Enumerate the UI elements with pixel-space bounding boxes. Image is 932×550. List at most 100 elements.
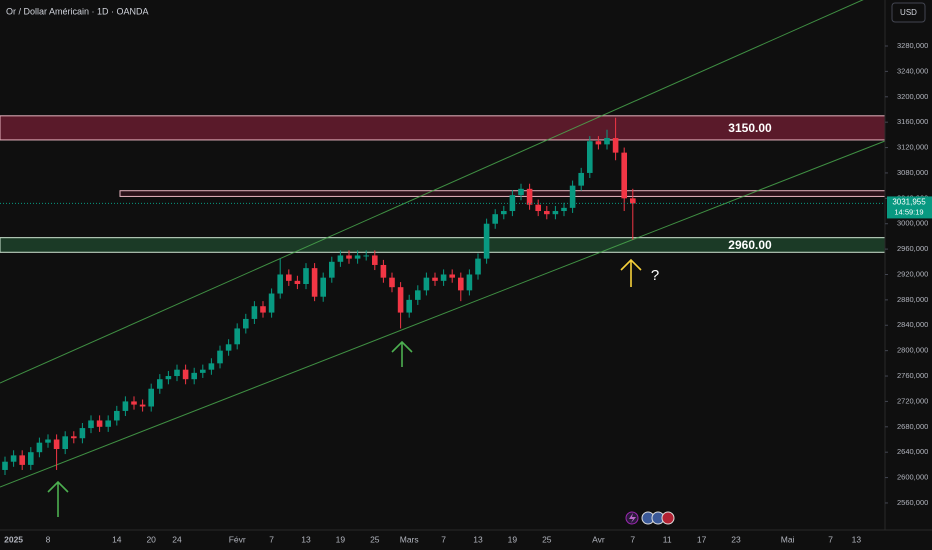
annotation: ? — [651, 267, 659, 284]
candle-body — [389, 277, 395, 288]
x-tick-label: 17 — [697, 534, 707, 544]
y-tick-label: 2640,000 — [897, 447, 928, 456]
candle-body — [423, 277, 430, 291]
candle-body — [621, 152, 627, 199]
candle-body — [630, 198, 636, 204]
y-tick-label: 2800,000 — [897, 346, 928, 355]
y-tick-label: 3160,000 — [897, 117, 928, 126]
candle-body — [440, 274, 447, 281]
event-icon[interactable] — [661, 511, 675, 525]
candle-body — [268, 293, 275, 313]
x-tick-label: 19 — [336, 534, 346, 544]
candle-body — [157, 379, 163, 389]
candle-body — [415, 290, 421, 300]
y-tick-label: 3080,000 — [897, 168, 928, 177]
candle-body — [320, 277, 326, 297]
candle-body — [569, 185, 576, 208]
candle-body — [518, 188, 524, 196]
candle-body — [19, 455, 25, 465]
candle-body — [458, 277, 464, 291]
candle-body — [311, 268, 318, 297]
candle-body — [561, 207, 567, 212]
y-tick-label: 3240,000 — [897, 66, 928, 75]
y-tick-label: 2600,000 — [897, 473, 928, 482]
last-price-timer: 14:59:19 — [894, 207, 923, 216]
candle-body — [612, 138, 619, 153]
candle-body — [595, 141, 602, 145]
last-price-label: 3031,955 — [892, 198, 926, 207]
x-tick-label: 14 — [112, 534, 122, 544]
candle-body — [372, 255, 378, 265]
y-tick-label: 2680,000 — [897, 422, 928, 431]
channel-upper — [0, 0, 864, 384]
candle-body — [509, 195, 516, 212]
candle-body — [71, 436, 77, 439]
candle-body — [535, 204, 541, 212]
candle-body — [200, 369, 206, 373]
y-tick-label: 3280,000 — [897, 41, 928, 50]
candle-body — [62, 436, 68, 450]
candle-body — [28, 452, 34, 465]
candle-body — [475, 258, 481, 275]
candle-body — [208, 363, 215, 370]
currency: USD — [900, 8, 917, 17]
candle-body — [526, 188, 533, 205]
x-tick-label: Mai — [781, 534, 795, 544]
candle-body — [234, 328, 240, 345]
candle-body — [406, 299, 412, 313]
candle-body — [578, 172, 584, 186]
candle-body — [544, 211, 550, 215]
x-tick-label: 11 — [663, 534, 672, 544]
y-tick-label: 3120,000 — [897, 143, 928, 152]
candle-body — [148, 388, 154, 407]
candle-body — [466, 274, 473, 291]
x-tick-label: 13 — [852, 534, 862, 544]
candle-body — [182, 369, 189, 380]
y-tick-label: 3200,000 — [897, 92, 928, 101]
candle-body — [243, 318, 249, 329]
candle-body — [363, 255, 369, 257]
candle-body — [10, 455, 17, 462]
candle-body — [346, 255, 352, 259]
x-tick-label: 25 — [542, 534, 552, 544]
x-tick-label: 25 — [370, 534, 380, 544]
candles — [2, 117, 636, 476]
candle-body — [174, 369, 180, 377]
candle-body — [88, 420, 94, 429]
y-tick-label: 2880,000 — [897, 295, 928, 304]
candle-body — [105, 420, 111, 427]
candle-body — [303, 268, 309, 285]
x-tick-label: 13 — [301, 534, 311, 544]
arrow-up — [620, 258, 642, 287]
candle-body — [492, 214, 498, 224]
zone-label: 2960.00 — [728, 238, 772, 252]
y-tick-label: 3000,000 — [897, 219, 928, 228]
x-tick-label: 19 — [508, 534, 518, 544]
candle-body — [191, 372, 197, 380]
y-tick-label: 2760,000 — [897, 371, 928, 380]
candle-body — [483, 223, 490, 259]
candle-body — [329, 261, 335, 278]
candle-body — [260, 306, 266, 313]
x-tick-label: 7 — [441, 534, 446, 544]
y-tick-label: 2560,000 — [897, 498, 928, 507]
x-tick-label: Avr — [592, 534, 605, 544]
x-tick-label: 8 — [46, 534, 51, 544]
x-tick-label: Févr — [229, 534, 246, 544]
candle-body — [354, 255, 361, 259]
zone — [119, 190, 886, 197]
event-icons — [625, 511, 675, 525]
candle-body — [604, 138, 610, 145]
candle-body — [587, 141, 593, 173]
candle-body — [337, 255, 344, 262]
arrow-up — [391, 340, 413, 367]
x-tick-label: Mars — [400, 534, 419, 544]
x-tick-label: 23 — [731, 534, 741, 544]
y-tick-label: 2720,000 — [897, 396, 928, 405]
chart-title: Or / Dollar Américain · 1D · OANDA — [6, 6, 149, 16]
currency-button[interactable] — [891, 2, 926, 23]
x-tick-label: 7 — [630, 534, 635, 544]
candle-body — [139, 404, 146, 407]
candle-body — [114, 410, 120, 421]
